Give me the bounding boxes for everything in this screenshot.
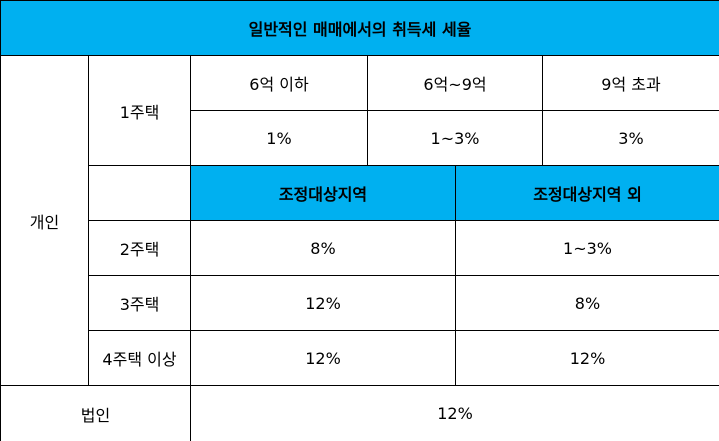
empty-cell <box>88 165 191 221</box>
rate-cell: 12% <box>455 330 719 386</box>
rate-cell: 8% <box>190 220 456 276</box>
rate-cell: 8% <box>455 275 719 331</box>
rate-cell: 1~3% <box>455 220 719 276</box>
rate-cell: 3% <box>542 110 719 166</box>
row-label: 1주택 <box>88 55 191 166</box>
rate-cell: 12% <box>190 330 456 386</box>
rate-cell: 12% <box>190 385 719 441</box>
region-header: 조정대상지역 외 <box>455 165 719 221</box>
region-header: 조정대상지역 <box>190 165 456 221</box>
bracket-header: 9억 초과 <box>542 55 719 111</box>
bracket-header: 6억~9억 <box>367 55 543 111</box>
rate-cell: 1~3% <box>367 110 543 166</box>
group-label: 법인 <box>0 385 191 441</box>
group-label: 개인 <box>0 55 89 386</box>
row-label: 2주택 <box>88 220 191 276</box>
bracket-header: 6억 이하 <box>190 55 368 111</box>
rate-cell: 12% <box>190 275 456 331</box>
rate-cell: 1% <box>190 110 368 166</box>
row-label: 4주택 이상 <box>88 330 191 386</box>
row-label: 3주택 <box>88 275 191 331</box>
title-cell: 일반적인 매매에서의 취득세 세율 <box>0 0 719 56</box>
